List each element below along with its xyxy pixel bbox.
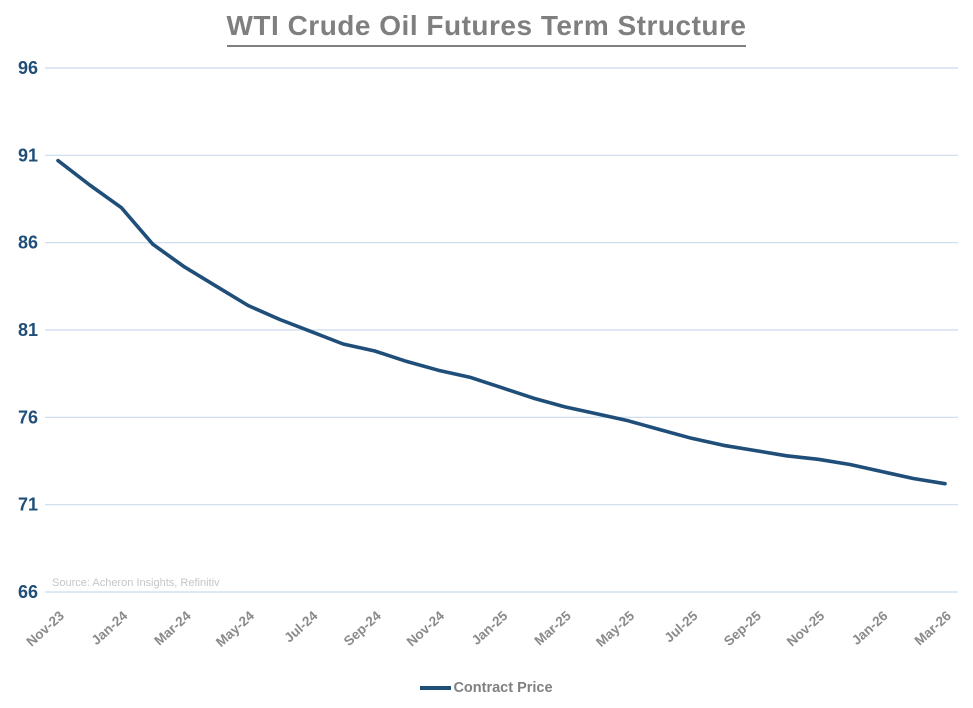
x-axis-tick-label: Nov-23 <box>24 608 68 650</box>
x-axis-tick-label: Mar-25 <box>531 608 574 649</box>
x-axis-tick-label: Mar-26 <box>912 608 955 649</box>
x-axis-tick-label: Jan-26 <box>849 608 891 648</box>
source-note: Source: Acheron Insights, Refinitiv <box>52 577 220 589</box>
x-axis-tick-label: Jan-25 <box>469 608 511 648</box>
x-axis-tick-label: Sep-25 <box>721 608 764 649</box>
x-axis-tick-label: May-24 <box>213 608 257 650</box>
legend: Contract Price <box>0 680 973 696</box>
x-axis-tick-label: Jan-24 <box>89 608 131 648</box>
price-line <box>56 158 947 486</box>
x-axis-tick-label: Mar-24 <box>151 608 194 649</box>
y-axis-tick-label: 91 <box>18 145 38 165</box>
x-axis-tick-label: Jul-24 <box>281 608 320 646</box>
chart-title: WTI Crude Oil Futures Term Structure <box>0 10 973 47</box>
y-axis-tick-label: 71 <box>18 495 38 515</box>
y-axis-tick-label: 96 <box>18 58 38 78</box>
y-axis-tick-label: 76 <box>18 407 38 427</box>
x-axis-tick-label: Nov-25 <box>784 608 828 650</box>
chart-title-text: WTI Crude Oil Futures Term Structure <box>226 10 747 47</box>
x-axis-tick-label: Sep-24 <box>341 608 384 649</box>
y-axis-tick-label: 86 <box>18 233 38 253</box>
y-axis-tick-label: 66 <box>18 582 38 602</box>
legend-line-icon <box>420 686 452 690</box>
x-axis-tick-label: May-25 <box>593 608 637 650</box>
legend-label: Contract Price <box>453 680 553 696</box>
x-axis-tick-label: Jul-25 <box>662 608 701 646</box>
x-axis-tick-label: Nov-24 <box>404 608 448 650</box>
y-axis-tick-label: 81 <box>18 320 38 340</box>
